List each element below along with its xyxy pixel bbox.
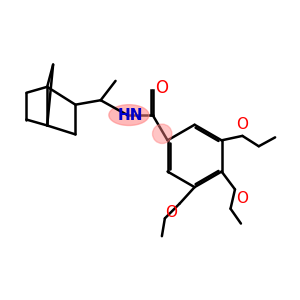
Text: O: O xyxy=(165,205,177,220)
Text: O: O xyxy=(155,79,168,97)
Text: O: O xyxy=(236,117,248,132)
Ellipse shape xyxy=(152,124,172,143)
Ellipse shape xyxy=(109,105,149,125)
Text: HN: HN xyxy=(118,108,143,123)
Text: O: O xyxy=(236,191,248,206)
